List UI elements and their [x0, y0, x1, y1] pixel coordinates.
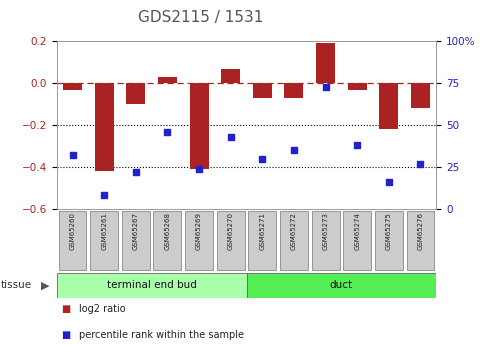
Bar — [380, 83, 398, 129]
FancyBboxPatch shape — [185, 211, 213, 270]
Point — [69, 152, 76, 158]
Text: GSM65261: GSM65261 — [101, 212, 107, 250]
Text: GSM65268: GSM65268 — [164, 212, 171, 250]
Point — [258, 156, 266, 161]
Bar — [253, 83, 272, 98]
Text: duct: duct — [330, 280, 353, 290]
FancyBboxPatch shape — [312, 211, 340, 270]
Point — [417, 161, 424, 166]
Point — [385, 179, 393, 185]
Text: log2 ratio: log2 ratio — [79, 304, 126, 314]
FancyBboxPatch shape — [246, 273, 436, 298]
Point — [321, 84, 329, 89]
FancyBboxPatch shape — [343, 211, 371, 270]
FancyBboxPatch shape — [122, 211, 150, 270]
Text: GDS2115 / 1531: GDS2115 / 1531 — [138, 10, 264, 25]
Text: tissue: tissue — [0, 280, 32, 290]
Bar — [63, 83, 82, 89]
Bar — [316, 43, 335, 83]
Text: GSM65274: GSM65274 — [354, 212, 360, 250]
Text: GSM65276: GSM65276 — [418, 212, 423, 250]
Point — [195, 166, 203, 171]
Bar — [158, 77, 177, 83]
FancyBboxPatch shape — [375, 211, 403, 270]
Point — [290, 147, 298, 153]
Bar — [284, 83, 304, 98]
Text: terminal end bud: terminal end bud — [106, 280, 197, 290]
Text: GSM65272: GSM65272 — [291, 212, 297, 250]
Text: ▶: ▶ — [41, 280, 49, 290]
Point — [164, 129, 172, 135]
Point — [353, 142, 361, 148]
FancyBboxPatch shape — [57, 273, 246, 298]
Text: GSM65260: GSM65260 — [70, 212, 75, 250]
Text: GSM65273: GSM65273 — [322, 212, 329, 250]
Bar — [221, 69, 240, 83]
Bar — [189, 83, 209, 169]
Point — [100, 193, 108, 198]
Bar — [126, 83, 145, 104]
Text: ■: ■ — [62, 304, 71, 314]
Text: percentile rank within the sample: percentile rank within the sample — [79, 330, 244, 339]
FancyBboxPatch shape — [407, 211, 434, 270]
FancyBboxPatch shape — [59, 211, 86, 270]
FancyBboxPatch shape — [90, 211, 118, 270]
Text: GSM65267: GSM65267 — [133, 212, 139, 250]
Bar — [95, 83, 113, 171]
Point — [227, 134, 235, 139]
Point — [132, 169, 140, 175]
Bar — [348, 83, 367, 89]
FancyBboxPatch shape — [153, 211, 181, 270]
Text: GSM65275: GSM65275 — [386, 212, 392, 250]
Text: GSM65269: GSM65269 — [196, 212, 202, 250]
Text: ■: ■ — [62, 330, 71, 339]
Text: GSM65270: GSM65270 — [228, 212, 234, 250]
Text: GSM65271: GSM65271 — [259, 212, 265, 250]
FancyBboxPatch shape — [280, 211, 308, 270]
FancyBboxPatch shape — [248, 211, 276, 270]
Bar — [411, 83, 430, 108]
FancyBboxPatch shape — [217, 211, 245, 270]
